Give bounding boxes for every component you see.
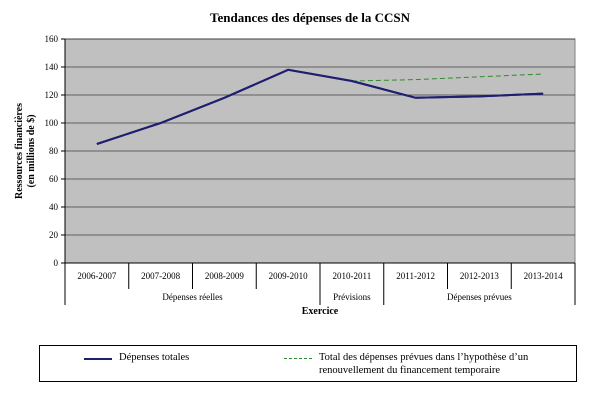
y-tick-label: 160 <box>45 34 59 44</box>
y-tick-label: 80 <box>49 146 59 156</box>
legend-label-total: Dépenses totales <box>119 352 190 363</box>
x-axis-label: Exercice <box>302 306 339 317</box>
y-tick-label: 40 <box>49 202 59 212</box>
y-tick-label: 100 <box>45 118 59 128</box>
y-tick-label: 0 <box>54 258 59 268</box>
y-tick-label: 140 <box>45 62 59 72</box>
x-group-label: Dépenses réelles <box>162 292 223 302</box>
x-tick-label: 2006-2007 <box>77 271 116 281</box>
x-group-label: Dépenses prévues <box>447 292 512 302</box>
legend: Dépenses totales Total des dépenses prév… <box>39 345 577 382</box>
series-line-total-top <box>96 68 544 145</box>
x-tick-label: 2012-2013 <box>460 271 499 281</box>
chart-title: Tendances des dépenses de la CCSN <box>210 10 411 25</box>
y-axis-label: Ressources financières(en millions de $) <box>14 103 37 199</box>
legend-swatch-total <box>84 358 112 360</box>
x-tick-label: 2009-2010 <box>269 271 308 281</box>
legend-swatch-forecast <box>284 358 312 359</box>
y-tick-label: 60 <box>49 174 59 184</box>
x-group-label: Prévisions <box>333 292 371 302</box>
x-tick-label: 2010-2011 <box>333 271 372 281</box>
x-tick-label: 2013-2014 <box>524 271 563 281</box>
x-tick-label: 2011-2012 <box>396 271 435 281</box>
y-tick-label: 120 <box>45 90 59 100</box>
legend-label-forecast: Total des dépenses prévues dans l’hypoth… <box>319 352 529 376</box>
y-tick-label: 20 <box>49 230 59 240</box>
x-tick-label: 2008-2009 <box>205 271 244 281</box>
x-tick-label: 2007-2008 <box>141 271 180 281</box>
